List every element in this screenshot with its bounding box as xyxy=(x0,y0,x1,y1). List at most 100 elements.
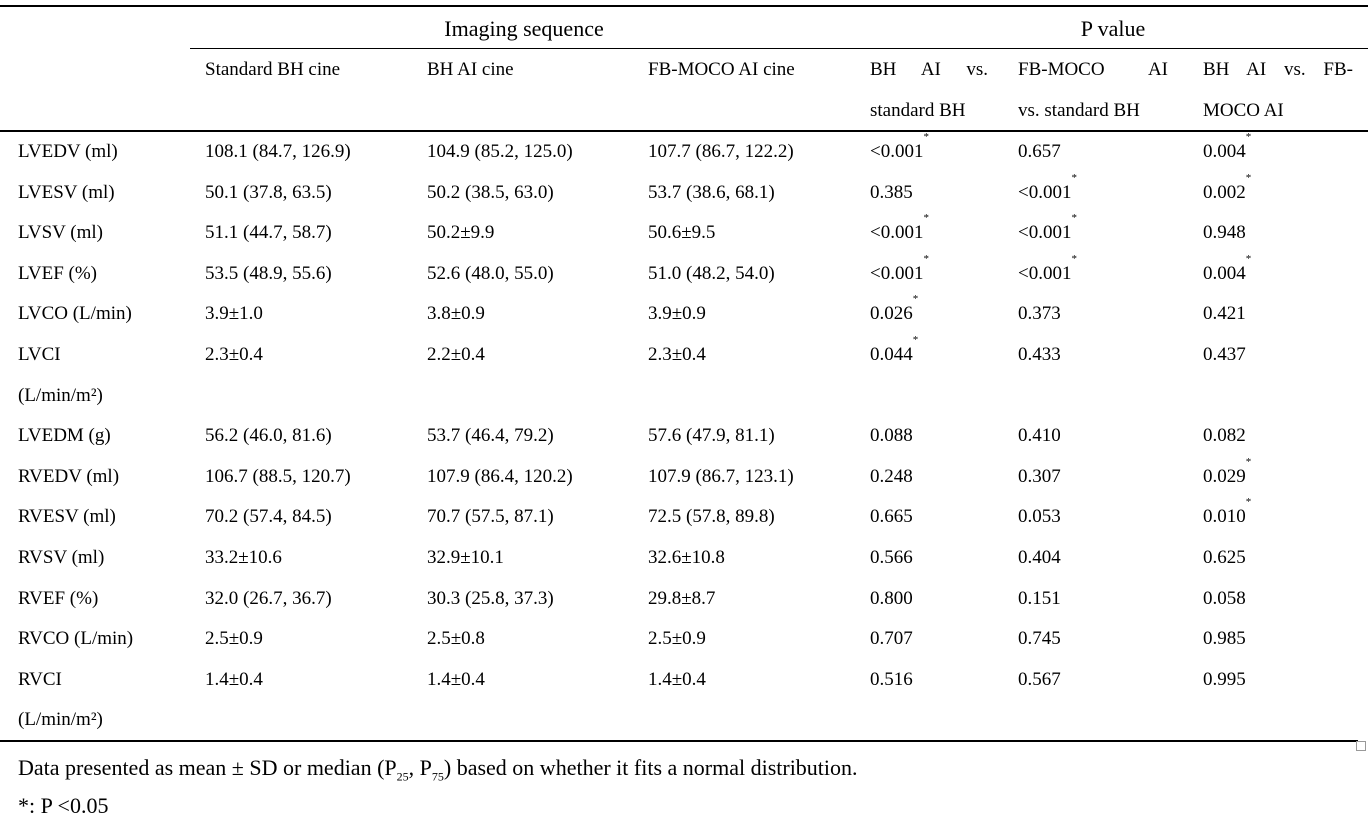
p-value-cell: 0.800 xyxy=(870,588,913,610)
p-value-cell: 0.026* xyxy=(870,294,918,325)
value-cell: 56.2 (46.0, 81.6) xyxy=(205,425,332,447)
value-cell: 1.4±0.4 xyxy=(427,668,485,690)
p-value-cell: 0.433 xyxy=(1018,344,1061,366)
p-value: 0.948 xyxy=(1203,222,1246,244)
p-value-cell: 0.044* xyxy=(870,335,918,366)
row-label: LVCI xyxy=(18,344,61,365)
value-cell: 2.5±0.9 xyxy=(205,628,263,650)
column-header-line: FB-MOCO AI xyxy=(1018,59,1168,80)
p-value: 0.625 xyxy=(1203,547,1246,568)
row-label: (L/min/m²) xyxy=(18,709,103,731)
p-value: 0.516 xyxy=(870,668,913,690)
value-cell: 52.6 (48.0, 55.0) xyxy=(427,262,554,284)
resize-handle[interactable] xyxy=(1356,741,1366,751)
p-value-cell: 0.657 xyxy=(1018,141,1061,163)
value-cell: 2.5±0.9 xyxy=(648,628,706,650)
p-value: 0.745 xyxy=(1018,628,1061,650)
p-value: 0.404 xyxy=(1018,547,1061,568)
value-cell: 32.6±10.8 xyxy=(648,547,725,568)
value-cell: 70.7 (57.5, 87.1) xyxy=(427,506,554,528)
p-value-cell: 0.948 xyxy=(1203,222,1246,244)
column-header-line: BH AI cine xyxy=(427,59,514,80)
footnote-data-description: Data presented as mean ± SD or median (P… xyxy=(18,755,858,784)
p-value-cell: 0.307 xyxy=(1018,466,1061,488)
p-value: 0.421 xyxy=(1203,303,1246,325)
significance-star: * xyxy=(1245,252,1252,265)
p-value-cell: 0.004* xyxy=(1203,132,1251,163)
p-value: 0.995 xyxy=(1203,668,1246,690)
p-value: 0.002 xyxy=(1203,181,1246,203)
significance-star: * xyxy=(912,334,919,346)
row-label: LVESV (ml) xyxy=(18,181,115,203)
p-value: 0.088 xyxy=(870,425,913,447)
value-cell: 51.1 (44.7, 58.7) xyxy=(205,222,332,244)
p-value-cell: 0.566 xyxy=(870,547,913,569)
significance-star: * xyxy=(1245,496,1252,509)
significance-star: * xyxy=(912,293,919,306)
value-cell: 50.2 (38.5, 63.0) xyxy=(427,181,554,203)
p-value-cell: 0.421 xyxy=(1203,303,1246,325)
p-value-cell: 0.002* xyxy=(1203,172,1251,204)
column-header: Standard BH cine xyxy=(205,59,405,100)
row-label: RVCI xyxy=(18,668,62,690)
column-header-line: BH AI vs. FB- xyxy=(1203,59,1353,80)
value-cell: 53.7 (46.4, 79.2) xyxy=(427,425,554,447)
value-cell: 53.7 (38.6, 68.1) xyxy=(648,181,775,203)
p-value-cell: <0.001* xyxy=(1018,172,1077,204)
top-rule xyxy=(0,5,1368,7)
value-cell: 57.6 (47.9, 81.1) xyxy=(648,425,775,447)
p-value: 0.044 xyxy=(870,344,913,365)
p-value: 0.026 xyxy=(870,303,913,325)
group-header-p-value: P value xyxy=(1080,16,1146,41)
p-value-cell: 0.437 xyxy=(1203,344,1246,366)
p-value-cell: 0.404 xyxy=(1018,547,1061,569)
p-value-cell: 0.995 xyxy=(1203,669,1246,691)
column-header-line: standard BH xyxy=(870,100,966,121)
value-cell: 72.5 (57.8, 89.8) xyxy=(648,506,775,528)
value-cell: 3.8±0.9 xyxy=(427,303,485,325)
row-label: (L/min/m²) xyxy=(18,384,103,406)
footnote-sub: 75 xyxy=(431,769,444,784)
p-value: 0.010 xyxy=(1203,506,1246,528)
p-value: 0.665 xyxy=(870,506,913,528)
row-label: LVEDV (ml) xyxy=(18,141,118,162)
p-value-cell: 0.625 xyxy=(1203,547,1246,569)
p-value: 0.707 xyxy=(870,628,913,650)
p-value-cell: 0.567 xyxy=(1018,669,1061,691)
p-value-cell: 0.516 xyxy=(870,669,913,691)
column-header-line: BH AI vs. xyxy=(870,59,988,80)
p-value: <0.001 xyxy=(870,262,924,284)
p-value: 0.433 xyxy=(1018,344,1061,365)
header-rule xyxy=(0,130,1368,132)
row-label: LVCO (L/min) xyxy=(18,303,132,325)
value-cell: 3.9±1.0 xyxy=(205,303,263,325)
p-value-cell: 0.082 xyxy=(1203,425,1246,447)
significance-star: * xyxy=(1245,131,1252,143)
value-cell: 50.1 (37.8, 63.5) xyxy=(205,181,332,203)
value-cell: 2.2±0.4 xyxy=(427,344,485,365)
p-value: <0.001 xyxy=(870,222,924,244)
significance-star: * xyxy=(1245,455,1252,468)
significance-star: * xyxy=(923,131,929,143)
p-value: 0.151 xyxy=(1018,587,1061,609)
value-cell: 107.9 (86.7, 123.1) xyxy=(648,465,794,487)
p-value-cell: 0.745 xyxy=(1018,628,1061,650)
p-value-cell: 0.707 xyxy=(870,628,913,650)
value-cell: 104.9 (85.2, 125.0) xyxy=(427,141,573,162)
footnote-text: , P xyxy=(408,755,432,780)
significance-star: * xyxy=(1245,171,1252,184)
value-cell: 50.6±9.5 xyxy=(648,222,716,244)
column-header: FB-MOCO AI vs. standard BH xyxy=(1018,59,1168,141)
group-rule xyxy=(190,48,1368,49)
value-cell: 108.1 (84.7, 126.9) xyxy=(205,141,351,162)
p-value-cell: 0.010* xyxy=(1203,497,1251,528)
p-value: 0.985 xyxy=(1203,628,1246,650)
value-cell: 3.9±0.9 xyxy=(648,303,706,325)
column-header: BH AI vs. standard BH xyxy=(870,59,988,141)
value-cell: 32.0 (26.7, 36.7) xyxy=(205,587,332,609)
value-cell: 107.7 (86.7, 122.2) xyxy=(648,141,794,162)
p-value-cell: 0.053 xyxy=(1018,506,1061,528)
column-header: BH AI vs. FB- MOCO AI xyxy=(1203,59,1353,141)
p-value: 0.437 xyxy=(1203,344,1246,365)
p-value: <0.001 xyxy=(1018,181,1072,203)
